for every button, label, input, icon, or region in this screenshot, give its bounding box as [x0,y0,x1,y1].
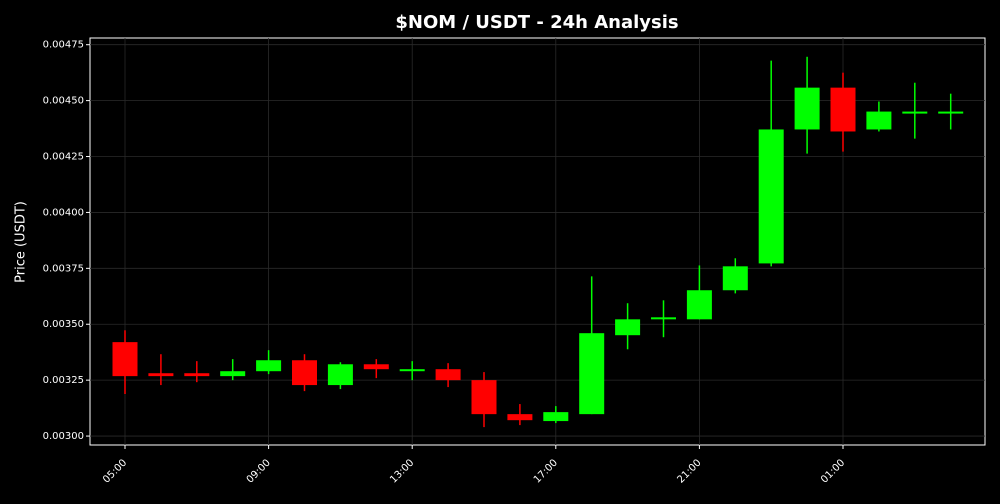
y-tick-label: 0.00450 [43,96,84,107]
y-tick-label: 0.00475 [43,40,84,51]
candle-body [507,414,533,421]
x-tick-label: 05:00 [101,457,129,485]
candle-body [292,360,317,386]
candle-body [363,364,389,370]
candle-body [830,87,856,132]
x-tick-label: 13:00 [388,457,416,485]
candle-body [435,369,461,381]
x-tick-label: 01:00 [819,457,847,485]
y-tick-label: 0.00350 [43,319,84,330]
candle-body [579,333,605,415]
y-tick-label: 0.00325 [43,375,84,386]
y-tick-label: 0.00425 [43,152,84,163]
candle-body [651,317,676,320]
candle-body [794,87,820,130]
candle-body [543,412,569,422]
candle-body [686,290,712,320]
candle-body [615,319,641,336]
x-tick-label: 17:00 [532,457,560,485]
chart-title: $NOM / USDT - 24h Analysis [395,12,678,33]
candle-body [327,364,353,386]
candle-body [112,342,138,377]
y-tick-label: 0.00375 [43,263,84,274]
candle-body [399,369,425,372]
candle-body [758,129,784,264]
candle-body [938,111,964,114]
x-tick-label: 21:00 [675,457,703,485]
candle-body [220,371,246,377]
y-axis-label: Price (USDT) [14,201,29,283]
y-tick-label: 0.00400 [43,207,84,218]
y-tick-label: 0.00300 [43,431,84,442]
candle-body [866,111,892,130]
candle-body [902,111,928,114]
candle-body [148,373,174,377]
candle-body [471,380,497,415]
candle-body [184,373,210,377]
x-tick-label: 09:00 [245,457,273,485]
candle-body [722,266,748,291]
candle-body [256,360,282,372]
